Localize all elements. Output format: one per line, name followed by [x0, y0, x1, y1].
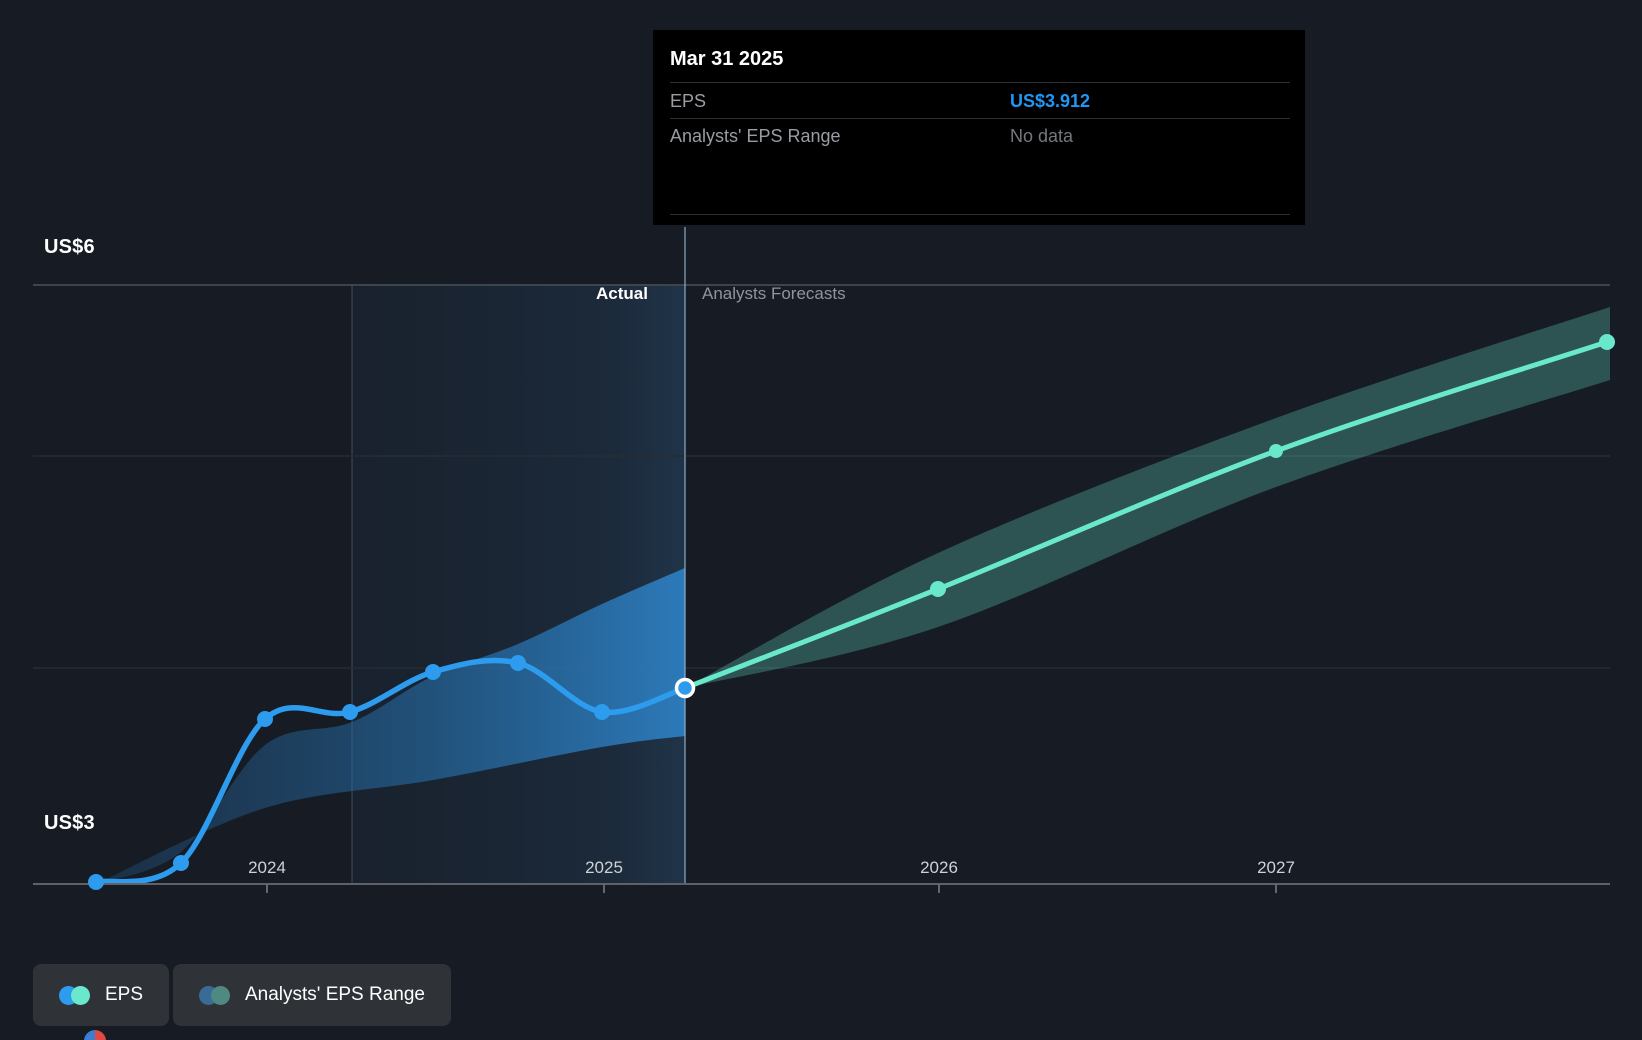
y-axis-label-bottom: US$3 [44, 812, 95, 834]
range-legend-dots-icon [199, 985, 230, 1005]
x-axis-label-2026: 2026 [920, 858, 958, 877]
chart-tooltip: Mar 31 2025 EPS US$3.912 Analysts' EPS R… [653, 30, 1305, 225]
legend-range-label: Analysts' EPS Range [245, 984, 425, 1005]
x-axis-label-2027: 2027 [1257, 858, 1295, 877]
tooltip-divider [670, 118, 1290, 119]
tooltip-divider [670, 214, 1290, 215]
tooltip-row-range: Analysts' EPS Range No data [670, 126, 1290, 150]
tooltip-divider [670, 82, 1290, 83]
tooltip-eps-label: EPS [670, 91, 707, 111]
y-axis-label-top: US$6 [44, 236, 95, 258]
tooltip-date: Mar 31 2025 [670, 48, 784, 70]
x-axis-label-2024: 2024 [248, 858, 286, 877]
legend-item-eps[interactable]: EPS [33, 964, 170, 1026]
brand-globe-icon [84, 1030, 106, 1040]
tooltip-eps-value: US$3.912 [1010, 91, 1091, 111]
eps-teal-dot-icon [71, 985, 90, 1005]
x-axis-label-2025: 2025 [585, 858, 623, 877]
tooltip-range-label: Analysts' EPS Range [670, 126, 841, 146]
eps-legend-dots-icon [59, 985, 90, 1005]
tooltip-range-value: No data [1010, 126, 1074, 146]
tooltip-row-eps: EPS US$3.912 [670, 91, 1290, 115]
brand-logo-partial [84, 1030, 106, 1040]
legend-item-eps-range[interactable]: Analysts' EPS Range [173, 964, 451, 1026]
range-teal-dot-icon [211, 985, 230, 1005]
forecasts-section-label: Analysts Forecasts [702, 284, 846, 303]
legend-eps-label: EPS [105, 984, 144, 1005]
actual-section-label: Actual [596, 284, 648, 303]
